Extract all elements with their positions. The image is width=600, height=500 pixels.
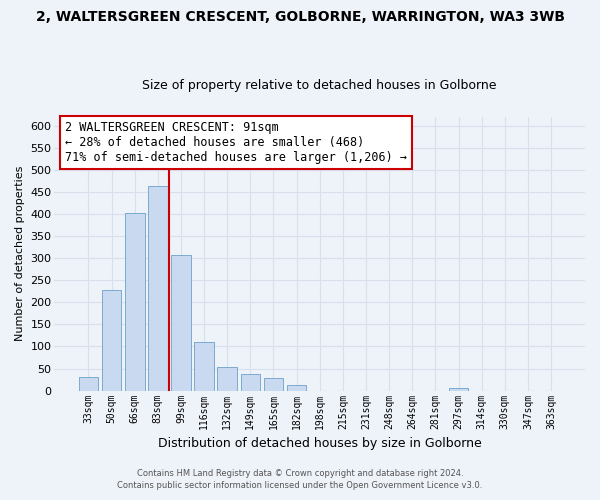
Bar: [102, 290, 121, 390]
Title: Size of property relative to detached houses in Golborne: Size of property relative to detached ho…: [142, 79, 497, 92]
Bar: [241, 374, 260, 390]
Bar: [79, 378, 98, 390]
Y-axis label: Number of detached properties: Number of detached properties: [15, 166, 25, 342]
Text: 2, WALTERSGREEN CRESCENT, GOLBORNE, WARRINGTON, WA3 3WB: 2, WALTERSGREEN CRESCENT, GOLBORNE, WARR…: [35, 10, 565, 24]
Bar: [263, 378, 283, 390]
X-axis label: Distribution of detached houses by size in Golborne: Distribution of detached houses by size …: [158, 437, 482, 450]
Bar: [148, 186, 167, 390]
Bar: [449, 388, 469, 390]
Bar: [287, 385, 307, 390]
Bar: [194, 342, 214, 390]
Text: Contains HM Land Registry data © Crown copyright and database right 2024.
Contai: Contains HM Land Registry data © Crown c…: [118, 469, 482, 490]
Bar: [171, 255, 191, 390]
Bar: [125, 212, 145, 390]
Text: 2 WALTERSGREEN CRESCENT: 91sqm
← 28% of detached houses are smaller (468)
71% of: 2 WALTERSGREEN CRESCENT: 91sqm ← 28% of …: [65, 121, 407, 164]
Bar: [217, 367, 237, 390]
